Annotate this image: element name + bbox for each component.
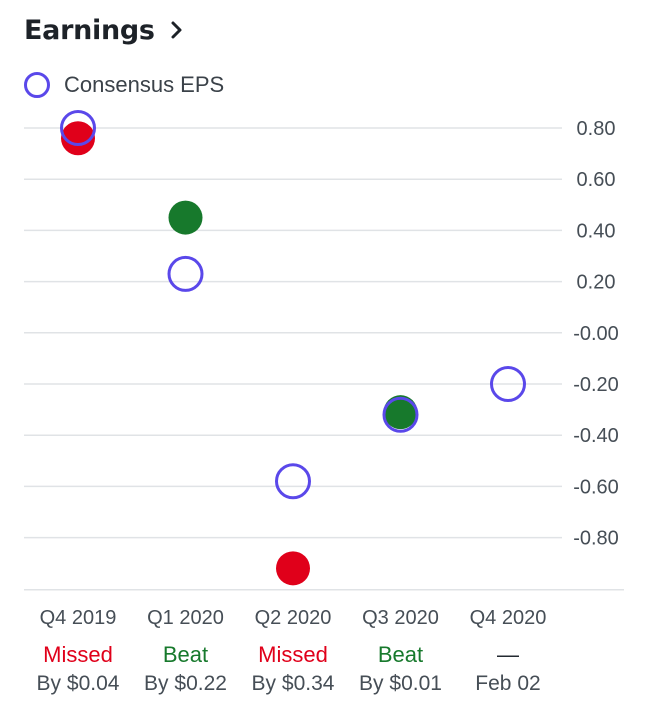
section-title: Earnings [24,14,155,46]
x-tick-label: Q1 2020 [147,607,224,629]
y-tick-label: -0.80 [573,528,619,550]
actual-eps-point [276,551,310,586]
consensus-legend-label: Consensus EPS [64,72,225,97]
actual-eps-point [168,200,203,235]
result-detail-label: Feb 02 [475,672,540,695]
result-status-label: — [497,642,519,667]
result-detail-label: By $0.22 [144,672,227,695]
consensus-legend-icon [24,72,50,98]
consensus-eps-point [490,366,526,402]
consensus-eps-point [60,110,96,146]
y-tick-label: 0.80 [577,118,616,140]
x-tick-label: Q2 2020 [255,607,332,629]
y-tick-label: 0.20 [577,272,616,294]
y-tick-label: 0.60 [577,169,616,191]
actual-eps-point [61,121,95,156]
result-detail-label: By $0.01 [359,672,442,695]
result-status-label: Beat [163,642,208,667]
x-tick-label: Q4 2020 [470,607,547,629]
consensus-eps-point [275,463,311,500]
actual-eps-point [383,395,418,430]
y-tick-label: -0.40 [573,425,619,447]
result-status-label: Missed [258,642,328,667]
y-tick-label: 0.40 [577,220,616,242]
result-detail-label: By $0.04 [37,672,120,695]
y-tick-label: -0.00 [573,323,619,345]
x-tick-label: Q3 2020 [362,607,439,629]
y-tick-label: -0.20 [573,374,619,396]
consensus-eps-point [167,255,204,292]
chevron-right-icon [171,21,182,39]
consensus-eps-point [382,396,419,433]
y-tick-label: -0.60 [573,476,619,498]
result-status-label: Missed [43,642,113,667]
result-status-label: Beat [378,642,423,667]
earnings-header-link[interactable]: Earnings [24,10,187,50]
result-detail-label: By $0.34 [252,672,335,695]
chart-legend: Consensus EPS [24,72,224,98]
x-tick-label: Q4 2019 [40,607,117,629]
